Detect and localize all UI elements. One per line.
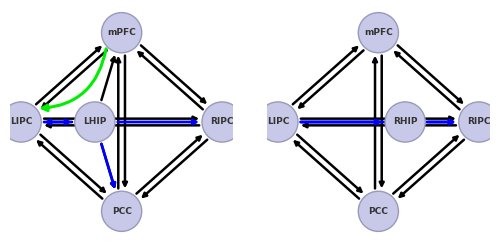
Circle shape — [102, 191, 141, 231]
Circle shape — [385, 102, 426, 142]
Text: LIPC: LIPC — [266, 118, 289, 126]
Text: PCC: PCC — [112, 207, 132, 216]
Circle shape — [458, 102, 499, 142]
Circle shape — [102, 13, 141, 53]
Text: LIPC: LIPC — [10, 118, 32, 126]
Circle shape — [358, 13, 399, 53]
Text: RHIP: RHIP — [393, 118, 417, 126]
Text: mPFC: mPFC — [364, 28, 392, 37]
Text: LHIP: LHIP — [83, 118, 106, 126]
Text: RIPC: RIPC — [210, 118, 234, 126]
Text: PCC: PCC — [368, 207, 388, 216]
Circle shape — [74, 102, 115, 142]
Circle shape — [1, 102, 42, 142]
Circle shape — [202, 102, 242, 142]
Text: RIPC: RIPC — [467, 118, 490, 126]
Circle shape — [258, 102, 298, 142]
Circle shape — [358, 191, 399, 231]
Text: mPFC: mPFC — [108, 28, 136, 37]
